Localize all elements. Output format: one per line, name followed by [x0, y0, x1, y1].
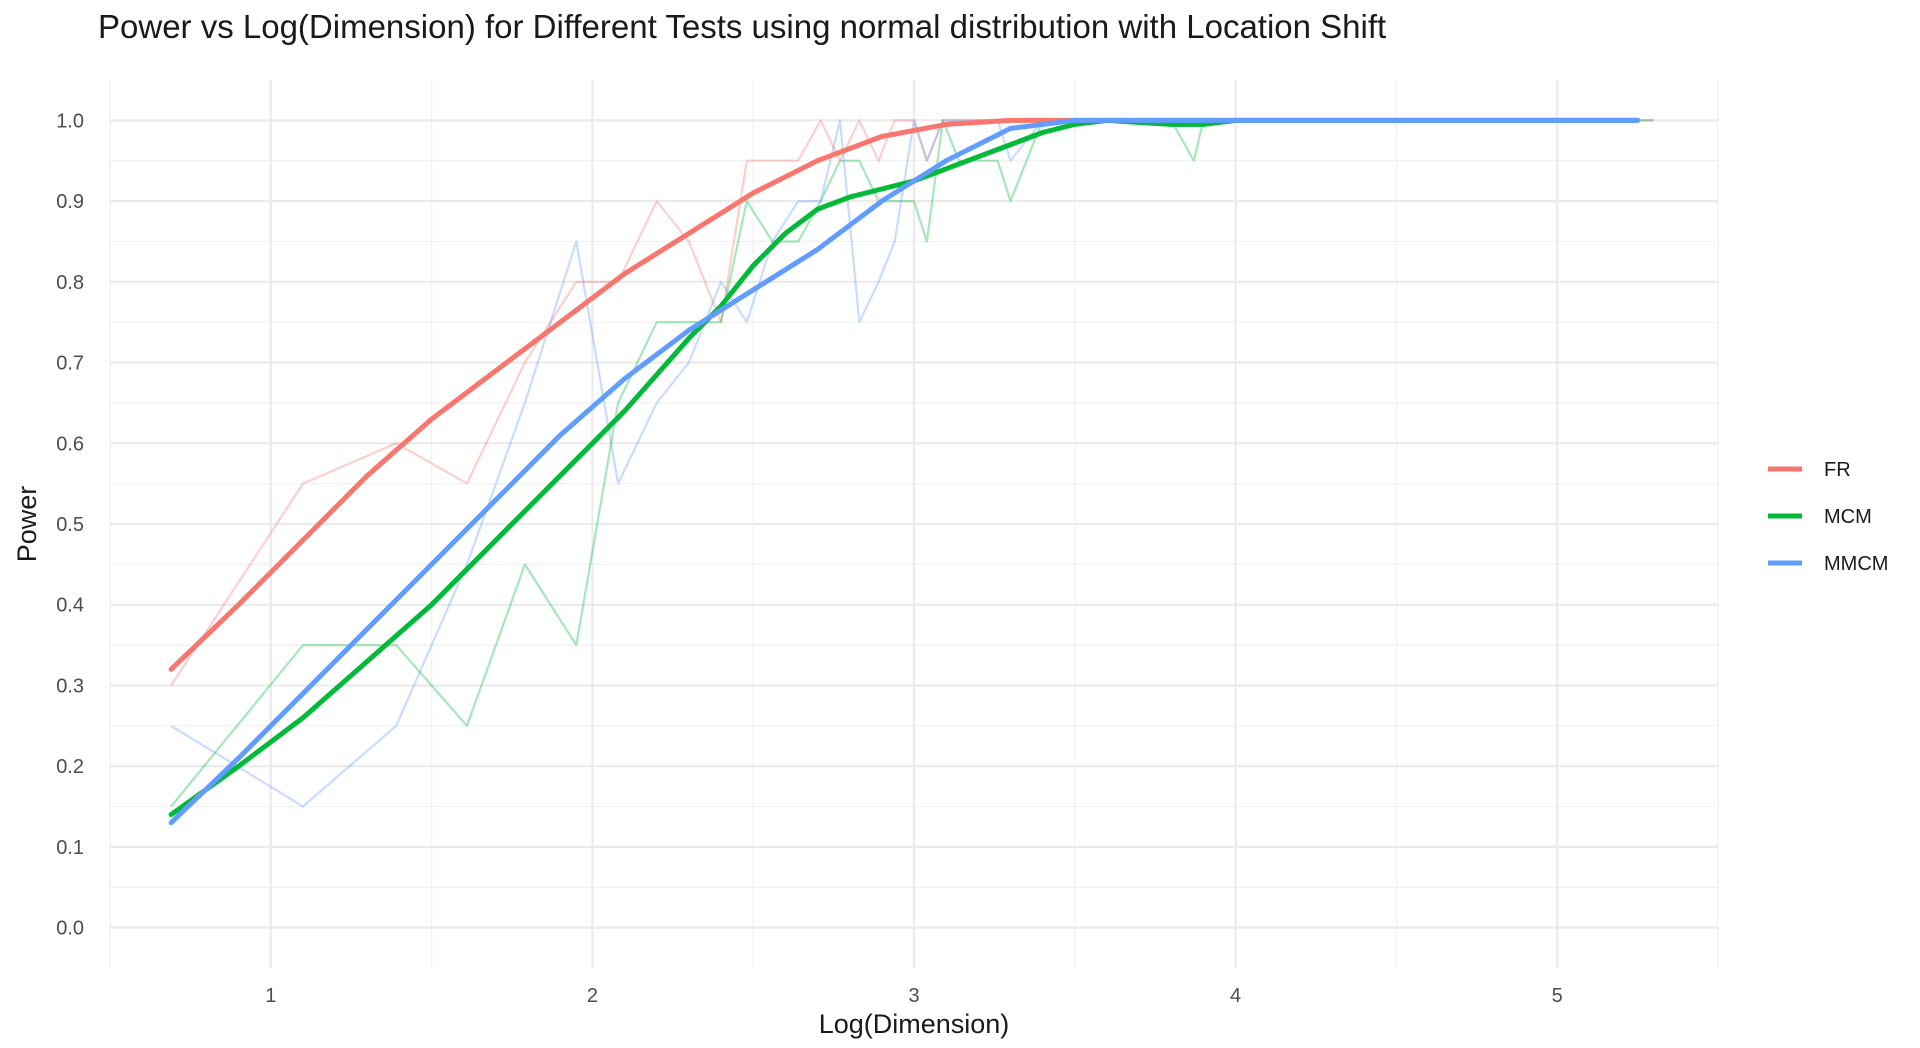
y-tick-label: 0.6 [56, 433, 84, 455]
x-tick-label: 4 [1230, 985, 1241, 1007]
smoothed-series-lines [168, 117, 1641, 826]
x-tick-label: 1 [265, 985, 276, 1007]
legend: FR MCM MMCM [1768, 459, 1888, 575]
y-tick-label: 0.1 [56, 837, 84, 859]
y-axis-ticks: 0.0 0.1 0.2 0.3 0.4 0.5 0.6 0.7 0.8 0.9 1.0 [56, 110, 84, 939]
chart-title: Power vs Log(Dimension) for Different Te… [98, 8, 1387, 45]
y-tick-label: 1.0 [56, 110, 84, 132]
raw-line-mmcm [170, 119, 1638, 808]
y-tick-label: 0.5 [56, 514, 84, 536]
y-tick-label: 0.7 [56, 353, 84, 375]
x-tick-label: 3 [908, 985, 919, 1007]
y-tick-label: 0.4 [56, 595, 84, 617]
smooth-line-fr [168, 117, 1641, 672]
legend-label-mcm: MCM [1824, 506, 1872, 528]
y-tick-label: 0.9 [56, 191, 84, 213]
x-tick-label: 5 [1552, 985, 1563, 1007]
x-axis-title: Log(Dimension) [819, 1009, 1010, 1039]
major-grid [110, 80, 1718, 968]
y-tick-label: 0.2 [56, 756, 84, 778]
y-tick-label: 0.0 [56, 918, 84, 940]
smooth-line-mcm [168, 117, 1641, 818]
legend-label-fr: FR [1824, 459, 1851, 481]
x-axis-ticks: 1 2 3 4 5 [265, 985, 1563, 1007]
raw-series-lines [170, 119, 1654, 808]
legend-label-mmcm: MMCM [1824, 553, 1888, 575]
y-axis-title: Power [12, 486, 42, 563]
raw-line-mcm [170, 119, 1654, 808]
y-tick-label: 0.8 [56, 272, 84, 294]
x-tick-label: 2 [587, 985, 598, 1007]
smooth-line-mmcm [168, 117, 1641, 826]
y-tick-label: 0.3 [56, 675, 84, 697]
